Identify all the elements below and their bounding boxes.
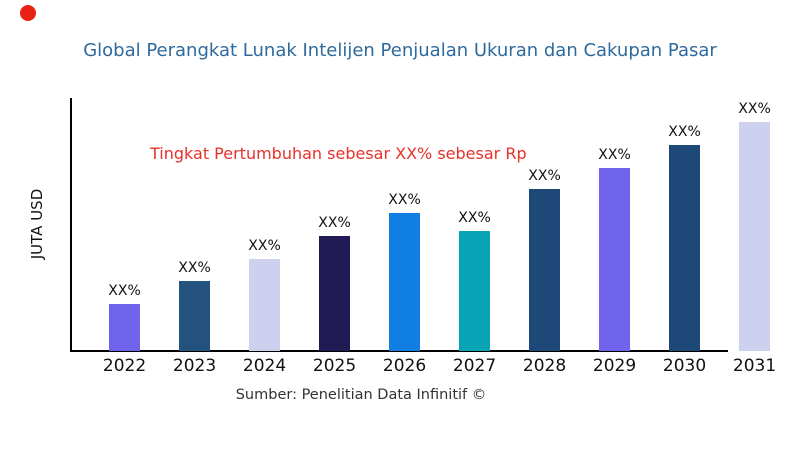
- growth-annotation: Tingkat Pertumbuhan sebesar XX% sebesar …: [150, 144, 527, 163]
- x-tick-label: 2026: [382, 356, 427, 376]
- source-caption: Sumber: Penelitian Data Infinitif ©: [235, 387, 487, 403]
- bar-2031: [739, 122, 770, 351]
- x-tick-label: 2024: [242, 356, 287, 376]
- bar-2030: [669, 145, 700, 351]
- x-tick-2025: 2025: [313, 356, 356, 376]
- bar-2028: [529, 189, 560, 351]
- bars-container: XX% XX% XX% XX% XX% XX% XX% XX% XX% XX%: [108, 80, 771, 351]
- x-tick-2030: 2030: [663, 356, 706, 376]
- x-tick-label: 2029: [592, 356, 637, 376]
- x-tick-2026: 2026: [383, 356, 426, 376]
- x-tick-label: 2025: [312, 356, 357, 376]
- x-tick-2027: 2027: [453, 356, 496, 376]
- bar-group-2023: XX%: [178, 259, 211, 351]
- x-tick-2022: 2022: [103, 356, 146, 376]
- x-tick-2031: 2031: [733, 356, 776, 376]
- x-tick-label: 2031: [732, 356, 777, 376]
- bar-group-2029: XX%: [598, 146, 631, 351]
- x-axis-ticks: 2022 2023 2024 2025 2026 2027 2028 2029 2030 2031: [103, 356, 776, 376]
- bar-group-2030: XX%: [668, 123, 701, 351]
- bar-2025: [319, 236, 350, 351]
- bar-2029: [599, 168, 630, 351]
- x-tick-2028: 2028: [523, 356, 566, 376]
- bar-value-label: XX%: [178, 260, 211, 276]
- bar-2026: [389, 213, 420, 351]
- bar-group-2027: XX%: [458, 209, 491, 351]
- x-tick-2024: 2024: [243, 356, 286, 376]
- x-axis-line: [70, 350, 728, 352]
- bar-2024: [249, 259, 280, 351]
- bar-value-label: XX%: [108, 283, 141, 299]
- bar-value-label: XX%: [248, 238, 281, 254]
- bar-value-label: XX%: [318, 215, 351, 231]
- bar-group-2022: XX%: [108, 282, 141, 351]
- x-tick-label: 2030: [662, 356, 707, 376]
- bar-2023: [179, 281, 210, 351]
- chart-title: Global Perangkat Lunak Intelijen Penjual…: [83, 40, 717, 61]
- x-tick-label: 2023: [172, 356, 217, 376]
- bar-value-label: XX%: [458, 210, 491, 226]
- bar-value-label: XX%: [668, 124, 701, 140]
- y-axis-label: JUTA USD: [28, 188, 46, 260]
- x-tick-label: 2022: [102, 356, 147, 376]
- bar-2022: [109, 304, 140, 351]
- bar-value-label: XX%: [528, 168, 561, 184]
- x-tick-2023: 2023: [173, 356, 216, 376]
- bar-value-label: XX%: [738, 101, 771, 117]
- bar-group-2028: XX%: [528, 167, 561, 351]
- bar-group-2026: XX%: [388, 191, 421, 351]
- bar-group-2031: XX%: [738, 100, 771, 351]
- bar-group-2024: XX%: [248, 237, 281, 351]
- record-dot-icon: [20, 5, 36, 21]
- bar-2027: [459, 231, 490, 351]
- x-tick-label: 2028: [522, 356, 567, 376]
- x-tick-2029: 2029: [593, 356, 636, 376]
- bar-value-label: XX%: [598, 147, 631, 163]
- x-tick-label: 2027: [452, 356, 497, 376]
- bar-group-2025: XX%: [318, 214, 351, 351]
- bar-value-label: XX%: [388, 192, 421, 208]
- y-axis-line: [70, 98, 72, 352]
